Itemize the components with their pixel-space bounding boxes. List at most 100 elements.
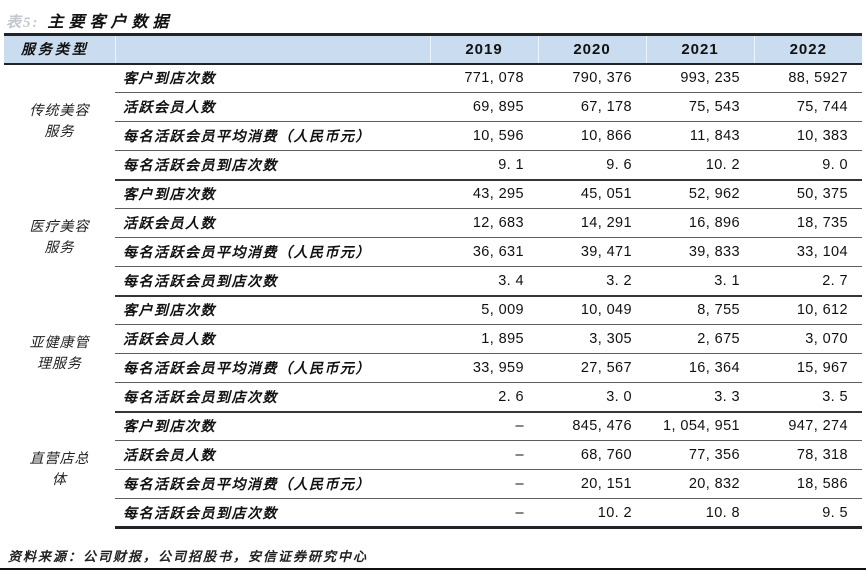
metric-label: 客户到店次数 (115, 179, 430, 209)
source-attribution: 资料来源：公司财报，公司招股书，安信证券研究中心 (8, 549, 369, 564)
table-row: 活跃会员人数 1, 895 3, 305 2, 675 3, 070 (4, 324, 862, 354)
value-cell: 68, 760 (538, 440, 646, 470)
value-cell: 1, 054, 951 (646, 411, 754, 441)
table-row: 每名活跃会员到店次数 – 10. 2 10. 8 9. 5 (4, 498, 862, 529)
value-cell: 67, 178 (538, 92, 646, 122)
value-cell: – (430, 498, 538, 529)
value-cell: 20, 832 (646, 469, 754, 499)
title-row: 表5: 主要客户数据 (6, 8, 174, 32)
group-label-direct-stores-total: 直营店总体 (29, 451, 90, 488)
metric-label: 客户到店次数 (115, 295, 430, 325)
value-cell: 10, 612 (754, 295, 862, 325)
value-cell: 10, 383 (754, 121, 862, 151)
customer-data-table: 服务类型 2019 2020 2021 2022 传统美容服务 客户到店次数 7… (4, 33, 862, 529)
table-row: 活跃会员人数 12, 683 14, 291 16, 896 18, 735 (4, 208, 862, 238)
group-label-traditional-beauty: 传统美容服务 (29, 104, 90, 140)
metric-label: 每名活跃会员到店次数 (115, 150, 430, 181)
metric-label: 每名活跃会员到店次数 (115, 266, 430, 297)
value-cell: 3. 4 (430, 266, 538, 297)
value-cell: 52, 962 (646, 179, 754, 209)
value-cell: 39, 833 (646, 237, 754, 267)
value-cell: 3. 1 (646, 266, 754, 297)
value-cell: – (430, 440, 538, 470)
header-service-type: 服务类型 (4, 33, 115, 65)
table-header: 服务类型 2019 2020 2021 2022 (4, 33, 862, 65)
value-cell: 43, 295 (430, 179, 538, 209)
value-cell: 10. 2 (646, 150, 754, 181)
value-cell: 14, 291 (538, 208, 646, 238)
value-cell: 10. 2 (538, 498, 646, 529)
value-cell: – (430, 411, 538, 441)
group-label-subhealth-management: 亚健康管理服务 (29, 335, 90, 372)
page-title: 主要客户数据 (47, 14, 174, 31)
value-cell: 10, 866 (538, 121, 646, 151)
metric-label: 活跃会员人数 (115, 208, 430, 238)
value-cell: 77, 356 (646, 440, 754, 470)
value-cell: 993, 235 (646, 63, 754, 93)
value-cell: 10, 049 (538, 295, 646, 325)
table-row: 传统美容服务 客户到店次数 771, 078 790, 376 993, 235… (4, 63, 862, 140)
header-row: 服务类型 2019 2020 2021 2022 (4, 33, 862, 65)
metric-label: 每名活跃会员到店次数 (115, 498, 430, 529)
header-spacer (114, 33, 430, 65)
metric-label: 活跃会员人数 (115, 440, 430, 470)
value-cell: 1, 895 (430, 324, 538, 354)
value-cell: 9. 6 (538, 150, 646, 181)
header-year-2019: 2019 (429, 33, 538, 65)
value-cell: 3. 2 (538, 266, 646, 297)
value-cell: – (430, 469, 538, 499)
header-year-2022: 2022 (753, 33, 862, 65)
value-cell: 75, 744 (754, 92, 862, 122)
metric-label: 每名活跃会员平均消费（人民币元） (115, 121, 430, 151)
table-row: 每名活跃会员到店次数 3. 4 3. 2 3. 1 2. 7 (4, 266, 862, 297)
metric-label: 活跃会员人数 (115, 324, 430, 354)
value-cell: 16, 364 (646, 353, 754, 383)
value-cell: 771, 078 (430, 63, 538, 93)
value-cell: 10. 8 (646, 498, 754, 529)
value-cell: 78, 318 (754, 440, 862, 470)
metric-label: 客户到店次数 (115, 411, 430, 441)
metric-label: 每名活跃会员平均消费（人民币元） (115, 353, 430, 383)
value-cell: 33, 104 (754, 237, 862, 267)
table-row: 活跃会员人数 – 68, 760 77, 356 78, 318 (4, 440, 862, 470)
metric-label: 每名活跃会员平均消费（人民币元） (115, 237, 430, 267)
metric-label: 每名活跃会员平均消费（人民币元） (115, 469, 430, 499)
value-cell: 790, 376 (538, 63, 646, 93)
header-year-2020: 2020 (537, 33, 646, 65)
group-label-medical-beauty: 医疗美容服务 (29, 219, 90, 256)
value-cell: 11, 843 (646, 121, 754, 151)
value-cell: 20, 151 (538, 469, 646, 499)
value-cell: 2. 6 (430, 382, 538, 413)
value-cell: 3, 305 (538, 324, 646, 354)
value-cell: 3. 0 (538, 382, 646, 413)
page-bottom-rule (0, 568, 866, 570)
value-cell: 33, 959 (430, 353, 538, 383)
table-row: 每名活跃会员到店次数 9. 1 9. 6 10. 2 9. 0 (4, 150, 862, 181)
table-number-prefix: 表5: (6, 15, 40, 31)
value-cell: 15, 967 (754, 353, 862, 383)
value-cell: 16, 896 (646, 208, 754, 238)
value-cell: 36, 631 (430, 237, 538, 267)
table-row: 每名活跃会员到店次数 2. 6 3. 0 3. 3 3. 5 (4, 382, 862, 413)
value-cell: 3. 3 (646, 382, 754, 413)
value-cell: 12, 683 (430, 208, 538, 238)
value-cell: 39, 471 (538, 237, 646, 267)
value-cell: 9. 1 (430, 150, 538, 181)
value-cell: 947, 274 (754, 411, 862, 441)
value-cell: 8, 755 (646, 295, 754, 325)
value-cell: 9. 5 (754, 498, 862, 529)
metric-label: 客户到店次数 (115, 63, 430, 93)
value-cell: 2. 7 (754, 266, 862, 297)
value-cell: 69, 895 (430, 92, 538, 122)
value-cell: 9. 0 (754, 150, 862, 181)
metric-label: 每名活跃会员到店次数 (115, 382, 430, 413)
table-row: 每名活跃会员平均消费（人民币元） 33, 959 27, 567 16, 364… (4, 353, 862, 383)
value-cell: 3, 070 (754, 324, 862, 354)
value-cell: 88, 5927 (754, 63, 862, 93)
value-cell: 3. 5 (754, 382, 862, 413)
value-cell: 75, 543 (646, 92, 754, 122)
table-row: 活跃会员人数 69, 895 67, 178 75, 543 75, 744 (4, 92, 862, 122)
value-cell: 5, 009 (430, 295, 538, 325)
value-cell: 18, 735 (754, 208, 862, 238)
